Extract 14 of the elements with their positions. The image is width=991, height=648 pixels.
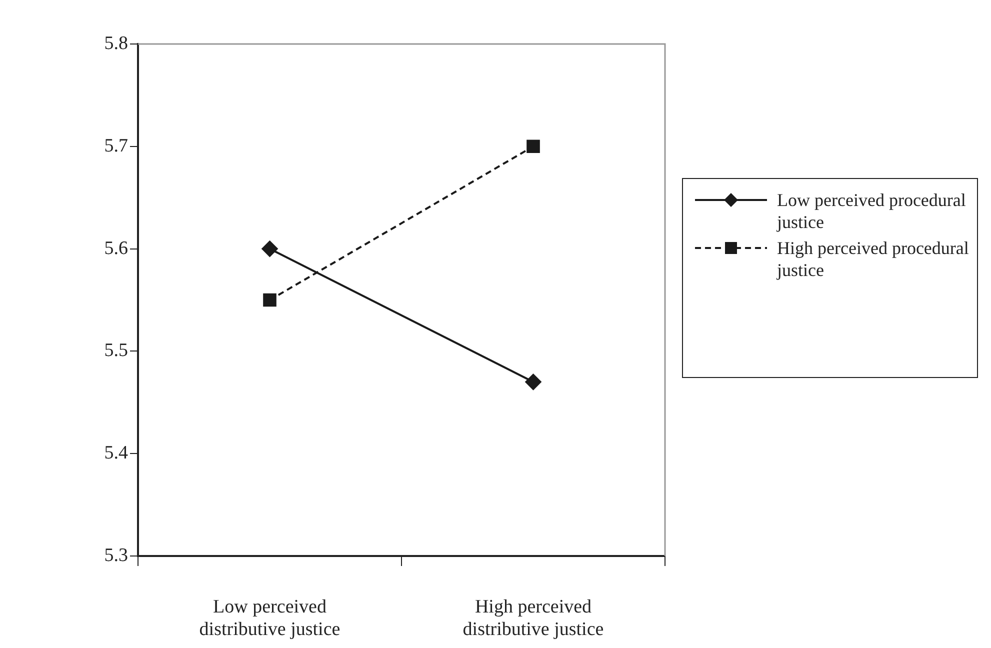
y-tick-label: 5.3: [104, 544, 128, 566]
y-tick-label: 5.6: [104, 238, 128, 259]
x-tick-label: Low perceived distributive justice: [199, 596, 340, 640]
point: [263, 293, 276, 307]
x-tick-label: High perceived distributive justice: [462, 596, 604, 640]
y-tick-label: 5.7: [104, 135, 128, 156]
y-tick-label: 5.5: [104, 340, 128, 362]
legend-label: Low perceived procedural justice: [777, 189, 967, 233]
point: [526, 140, 540, 154]
point: [525, 374, 542, 390]
point: [262, 240, 278, 257]
y-tick-label: 5.4: [104, 442, 128, 464]
legend-label: High perceived procedural justice: [777, 237, 970, 281]
y-tick-label: 5.8: [104, 32, 128, 54]
